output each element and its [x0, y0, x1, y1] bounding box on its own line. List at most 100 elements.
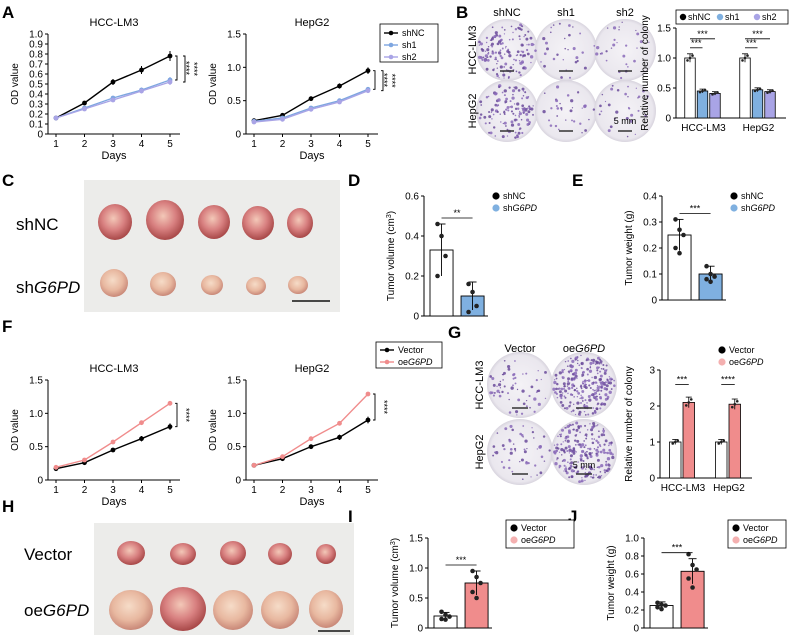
y-tick-label: 0.4 — [29, 90, 43, 101]
colony-dot — [489, 55, 492, 58]
colony-dot — [522, 94, 525, 97]
colony-dot — [491, 26, 494, 29]
colony-dot — [563, 385, 566, 388]
group-label: shG6PD — [16, 278, 80, 297]
colony-dot — [582, 370, 585, 374]
colony-dot — [580, 367, 583, 370]
colony-dot — [528, 394, 531, 398]
colony-dot — [531, 427, 533, 429]
colony-dot — [561, 376, 565, 380]
colony-dot — [503, 111, 506, 114]
colony-dot — [563, 395, 566, 398]
colony-dot — [634, 133, 637, 136]
colony-dot — [594, 381, 598, 384]
significance-label: *** — [677, 374, 688, 384]
colony-dot — [578, 443, 582, 446]
colony-dot — [521, 25, 524, 28]
legend-j: Vector oeG6PD — [727, 519, 787, 549]
colony-dot — [491, 118, 493, 120]
tumor — [213, 590, 253, 630]
colony-dot — [521, 50, 525, 54]
colony-dot — [536, 389, 539, 393]
colony-dot — [624, 92, 627, 96]
colony-dot — [596, 372, 599, 375]
colony-dot — [480, 57, 483, 60]
data-point — [280, 116, 285, 122]
data-point — [470, 568, 475, 574]
data-point — [308, 444, 314, 450]
colony-dot — [600, 464, 604, 468]
colony-dot — [559, 102, 561, 105]
colony-dot — [496, 42, 500, 46]
colony-dot — [507, 109, 510, 112]
data-point — [474, 303, 479, 309]
y-axis-label: Relative number of colony — [640, 15, 651, 131]
colony-dot — [544, 370, 547, 374]
colony-dot — [581, 400, 584, 402]
colony-dot — [597, 465, 601, 469]
colony-dot — [584, 383, 587, 386]
significance-bracket — [373, 393, 376, 421]
legend-marker — [384, 359, 390, 365]
colony-dot — [567, 461, 569, 464]
panel-label-i: I — [348, 507, 353, 526]
y-tick-label: 0 — [235, 130, 241, 141]
plate — [594, 80, 656, 142]
x-tick-label: 2 — [280, 139, 286, 150]
colony-dot — [522, 389, 524, 391]
colony-dot — [508, 439, 512, 443]
y-tick-label: 1.0 — [227, 409, 241, 420]
colony-dot — [597, 475, 602, 479]
colony-dot — [572, 428, 574, 431]
colony-dot — [496, 385, 498, 388]
colony-dot — [543, 460, 546, 462]
y-tick-label: 0 — [665, 114, 671, 125]
colony-dot — [497, 51, 502, 55]
tumor — [288, 276, 308, 294]
colony-dot — [595, 397, 598, 401]
colony-dot — [487, 95, 490, 98]
colony-dot — [563, 470, 565, 472]
colony-dot — [564, 47, 567, 50]
colony-dot — [526, 107, 529, 110]
colony-dot — [523, 35, 525, 38]
colony-dot — [514, 114, 517, 117]
colony-dot — [515, 410, 519, 414]
colony-dot — [600, 381, 604, 386]
data-point — [337, 99, 342, 105]
colony-dot — [525, 461, 529, 465]
colony-dot — [583, 410, 586, 413]
colony-dot — [496, 63, 498, 65]
colony-dot — [492, 126, 496, 129]
colony-dot — [580, 354, 582, 357]
colony-dot — [494, 135, 497, 137]
panel-label-a: A — [2, 3, 14, 22]
bar — [739, 57, 751, 119]
colony-dot — [525, 96, 529, 100]
colony-dot — [592, 407, 595, 409]
significance-label: *** — [690, 203, 701, 213]
y-tick-label: 1.0 — [409, 564, 423, 575]
colony-dot — [483, 58, 487, 62]
colony-dot — [573, 448, 575, 450]
colony-dot — [576, 470, 580, 473]
y-tick-label: 1.0 — [657, 54, 671, 65]
data-point — [82, 106, 87, 112]
colony-dot — [589, 366, 592, 369]
plate-col-label: sh1 — [557, 7, 575, 19]
line-chart-f1: 0 0.5 1.0 1.5 OD value 1 2 3 4 5 Days HCC-LM3 **** — [10, 363, 191, 508]
colony-dot — [574, 374, 578, 378]
scale-label: 5 mm — [614, 116, 637, 126]
colony-dot — [584, 471, 587, 474]
legend-label: sh1 — [725, 12, 740, 22]
colony-dot — [509, 54, 511, 56]
data-point — [708, 271, 713, 277]
colony-dot — [495, 92, 498, 95]
colony-dot — [555, 387, 558, 391]
colony-dot — [555, 104, 558, 107]
colony-dot — [621, 21, 623, 23]
colony-dot — [588, 118, 590, 121]
colony-dot — [520, 43, 524, 47]
colony-dot — [489, 131, 493, 135]
colony-dot — [570, 475, 574, 479]
